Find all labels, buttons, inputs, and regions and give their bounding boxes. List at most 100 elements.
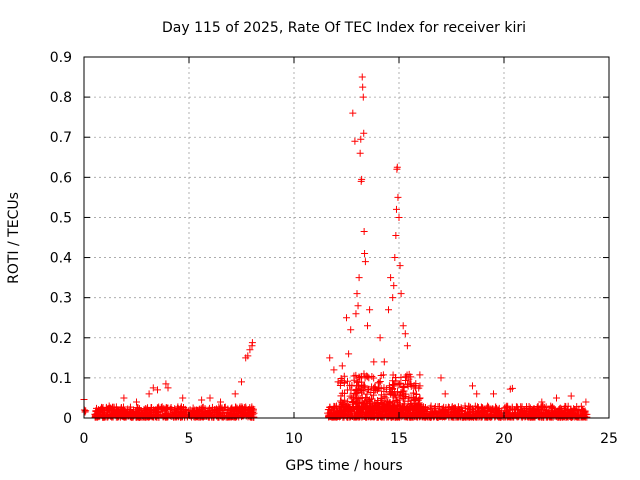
data-point	[208, 403, 216, 411]
y-tick-label: 0.2	[50, 331, 72, 347]
data-point	[349, 394, 357, 402]
data-point	[173, 404, 181, 412]
data-point	[92, 408, 100, 416]
data-point	[367, 405, 375, 413]
data-point	[328, 406, 336, 414]
data-point	[120, 403, 128, 411]
data-point	[538, 398, 546, 406]
data-point	[426, 413, 434, 421]
data-point	[118, 406, 126, 414]
data-point	[373, 386, 381, 394]
data-point	[370, 358, 378, 366]
data-point	[173, 413, 181, 421]
data-point	[246, 346, 254, 354]
x-axis-label: GPS time / hours	[285, 458, 402, 474]
data-point	[141, 413, 149, 421]
data-point	[439, 410, 447, 418]
data-point	[117, 408, 125, 416]
data-point	[95, 412, 103, 420]
data-point	[338, 362, 346, 370]
data-point	[343, 314, 350, 322]
x-tick-label: 15	[390, 431, 408, 447]
data-point	[82, 407, 90, 415]
data-point	[414, 401, 422, 409]
data-point	[487, 406, 495, 414]
data-point	[350, 372, 358, 380]
data-point	[130, 411, 138, 419]
data-point	[358, 175, 366, 183]
data-point	[205, 413, 213, 421]
data-point	[415, 403, 423, 411]
data-point	[393, 163, 401, 171]
data-point	[388, 385, 396, 393]
data-point	[238, 378, 245, 386]
data-point	[402, 376, 409, 384]
data-point	[401, 330, 409, 338]
y-tick-label: 0.4	[50, 251, 72, 267]
data-point	[361, 250, 369, 258]
data-point	[350, 412, 358, 420]
data-point	[388, 410, 396, 418]
data-point	[358, 73, 366, 81]
data-point	[408, 406, 416, 414]
data-point	[364, 373, 372, 381]
data-point	[545, 407, 553, 415]
data-point	[231, 390, 239, 398]
data-point	[341, 411, 349, 419]
data-point	[136, 413, 144, 421]
data-point	[358, 378, 366, 386]
data-point	[473, 390, 481, 398]
data-point	[364, 322, 371, 330]
data-point	[432, 413, 440, 421]
y-tick-label: 0.8	[50, 90, 72, 106]
data-point	[393, 396, 401, 404]
y-tick-label: 0.9	[50, 50, 72, 66]
data-point	[232, 413, 240, 421]
data-point	[354, 395, 362, 403]
data-points	[80, 73, 591, 421]
data-point	[469, 407, 477, 415]
data-point	[512, 403, 520, 411]
data-point	[343, 406, 351, 414]
data-point	[329, 413, 337, 421]
data-point	[392, 231, 400, 239]
data-point	[361, 398, 369, 406]
data-point	[391, 389, 399, 397]
data-point	[400, 402, 408, 410]
data-point	[422, 413, 430, 421]
data-point	[197, 405, 205, 413]
data-point	[175, 409, 183, 417]
data-point	[389, 294, 397, 302]
data-point	[120, 394, 128, 402]
data-point	[434, 413, 442, 421]
data-point	[164, 384, 172, 392]
data-point	[162, 380, 170, 388]
data-point	[356, 404, 364, 412]
data-point	[396, 262, 404, 270]
data-point	[353, 290, 361, 298]
data-point	[349, 109, 357, 117]
data-point	[227, 405, 235, 413]
grid-lines	[84, 57, 609, 418]
data-point	[336, 403, 344, 411]
y-tick-label: 0.1	[50, 371, 72, 387]
data-point	[367, 395, 375, 403]
data-point	[361, 258, 369, 266]
data-point	[416, 394, 424, 402]
data-point	[98, 407, 106, 415]
data-point	[454, 411, 462, 419]
data-point	[370, 391, 378, 399]
data-point	[368, 413, 376, 421]
data-point	[122, 412, 130, 420]
data-point	[392, 374, 400, 382]
data-point	[503, 407, 511, 415]
data-point	[553, 394, 560, 402]
data-point	[352, 310, 360, 318]
data-point	[133, 398, 140, 406]
data-point	[345, 350, 353, 358]
data-point	[395, 213, 403, 221]
data-point	[371, 400, 379, 408]
data-point	[489, 405, 497, 413]
data-point	[460, 409, 468, 417]
data-point	[350, 405, 358, 413]
